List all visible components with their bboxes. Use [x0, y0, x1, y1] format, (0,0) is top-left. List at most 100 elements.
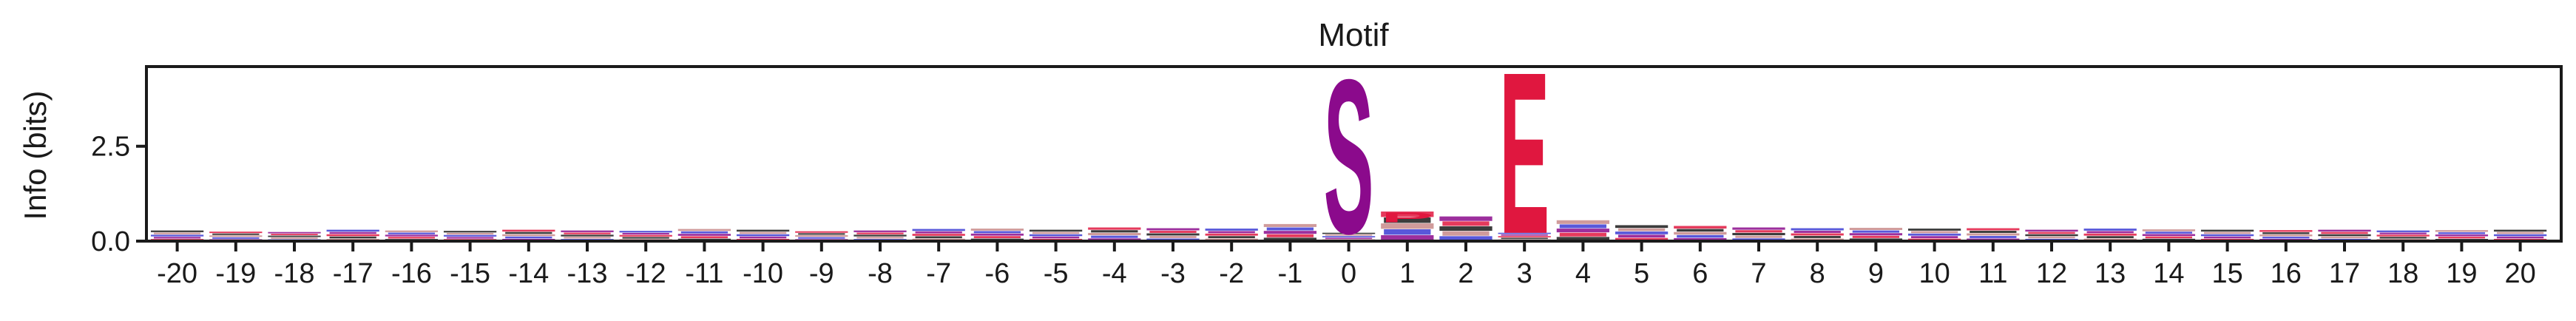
x-tick-label: -16 — [391, 258, 432, 289]
minor-letter-fragment — [1852, 235, 1900, 238]
x-tick-label: -18 — [274, 258, 315, 289]
x-tick-label: 16 — [2271, 258, 2302, 289]
minor-letter-fragment — [2262, 232, 2310, 234]
minor-letter-fragment — [1791, 228, 1844, 231]
minor-letter-fragment — [798, 237, 845, 239]
minor-letter-fragment — [1849, 228, 1903, 231]
minor-letter-fragment — [1325, 234, 1373, 236]
minor-letter-fragment — [271, 237, 318, 239]
minor-letter-fragment — [1088, 238, 1141, 241]
minor-letter-fragment — [1146, 228, 1200, 231]
minor-letter-fragment — [1205, 229, 1258, 231]
minor-letter-fragment — [736, 229, 790, 232]
minor-letter-fragment — [1149, 231, 1197, 233]
minor-letter-fragment — [2145, 236, 2193, 239]
minor-letter-fragment — [915, 236, 962, 239]
minor-letter-fragment — [2203, 232, 2251, 234]
y-tick-label: 0.0 — [91, 226, 130, 257]
minor-letter-fragment — [2259, 234, 2313, 237]
minor-letter-fragment — [1735, 230, 1782, 233]
minor-letter-fragment — [446, 232, 494, 235]
minor-letter-fragment — [443, 234, 497, 237]
minor-letter-fragment — [795, 231, 848, 233]
minor-letter-fragment — [853, 230, 907, 232]
x-tick-label: -4 — [1102, 258, 1127, 289]
minor-letter-fragment — [1735, 235, 1782, 238]
minor-letter-fragment — [385, 234, 439, 237]
minor-letter-fragment — [1322, 232, 1376, 234]
minor-letter-fragment — [2083, 233, 2137, 236]
x-tick-label: 3 — [1517, 258, 1532, 289]
minor-letter-fragment — [1442, 231, 1490, 236]
minor-letter-fragment — [1794, 231, 1841, 233]
minor-letter-fragment — [1967, 233, 2020, 236]
x-tick-label: -1 — [1278, 258, 1303, 289]
minor-letter-fragment — [1498, 232, 1551, 234]
minor-letter-fragment — [1266, 234, 1314, 237]
minor-letter-fragment — [2376, 230, 2430, 232]
minor-letter-fragment — [2142, 229, 2196, 232]
minor-letter-fragment — [1439, 226, 1492, 232]
x-tick-label: -17 — [333, 258, 373, 289]
minor-letter-fragment — [619, 234, 672, 237]
x-tick-label: -8 — [868, 258, 893, 289]
minor-letter-fragment — [912, 234, 965, 236]
y-axis: 0.0 2.5 — [91, 132, 146, 257]
x-tick-label: 13 — [2095, 258, 2126, 289]
minor-letter-fragment — [1263, 237, 1317, 241]
minor-letter-fragment — [2025, 234, 2078, 237]
minor-letter-fragment — [2086, 236, 2134, 239]
x-tick-label: -10 — [743, 258, 783, 289]
minor-letter-fragment — [1559, 224, 1607, 229]
minor-letter-fragment — [1032, 232, 1080, 234]
x-tick-label: 2 — [1458, 258, 1473, 289]
minor-letter-fragment — [2200, 229, 2254, 232]
minor-letter-fragment — [2496, 236, 2544, 239]
minor-letter-fragment — [2259, 230, 2313, 232]
x-tick-label: 17 — [2329, 258, 2360, 289]
minor-letter-fragment — [1091, 230, 1138, 233]
minor-letter-fragment — [1674, 237, 1727, 241]
minor-letter-fragment — [1910, 231, 1958, 234]
minor-letter-fragment — [1732, 232, 1785, 236]
minor-letter-fragment — [2025, 229, 2078, 232]
minor-letter-fragment — [2379, 232, 2427, 234]
minor-letter-fragment — [212, 237, 260, 239]
minor-letter-fragment — [795, 234, 848, 237]
x-tick-label: 12 — [2036, 258, 2067, 289]
minor-letter-fragment — [388, 232, 436, 234]
minor-letter-fragment — [2321, 232, 2368, 234]
x-tick-label: -6 — [985, 258, 1010, 289]
minor-letter-fragment — [1381, 234, 1434, 241]
minor-letter-fragment — [736, 234, 790, 237]
minor-letter-fragment — [1381, 211, 1434, 217]
minor-letter-fragment — [561, 234, 614, 237]
minor-letter-fragment — [209, 232, 263, 234]
minor-letter-fragment — [2142, 234, 2196, 237]
minor-letter-fragment — [1559, 232, 1607, 237]
minor-letter-fragment — [2083, 229, 2137, 231]
minor-letter-fragment — [677, 234, 731, 236]
minor-letter-fragment — [1384, 217, 1431, 223]
x-tick-label: 0 — [1341, 258, 1356, 289]
x-tick-label: -11 — [685, 258, 723, 289]
x-tick-label: -14 — [508, 258, 549, 289]
minor-letter-fragment — [1205, 233, 1258, 236]
minor-letter-fragment — [856, 232, 904, 234]
x-tick-label: 4 — [1575, 258, 1591, 289]
dominant-letter-S: S — [1324, 35, 1374, 280]
x-tick-label: 7 — [1751, 258, 1766, 289]
minor-letter-fragment — [970, 229, 1024, 231]
plot-frame — [145, 65, 2563, 243]
minor-letter-fragment — [2200, 234, 2254, 237]
x-tick-label: 19 — [2446, 258, 2477, 289]
minor-letter-fragment — [1849, 233, 1903, 236]
minor-letter-fragment — [388, 237, 436, 239]
minor-letter-fragment — [2493, 234, 2547, 237]
minor-letter-fragment — [2086, 231, 2134, 234]
minor-letter-fragment — [739, 236, 787, 239]
minor-letter-fragment — [2028, 232, 2075, 234]
x-axis: -20 -19 -18 -17 -16 -15 -14 -13 -12 -11 -10 -9 -8 -7-… — [157, 241, 2536, 289]
minor-letter-fragment — [1732, 227, 1785, 230]
minor-letter-fragment — [1967, 228, 2020, 231]
